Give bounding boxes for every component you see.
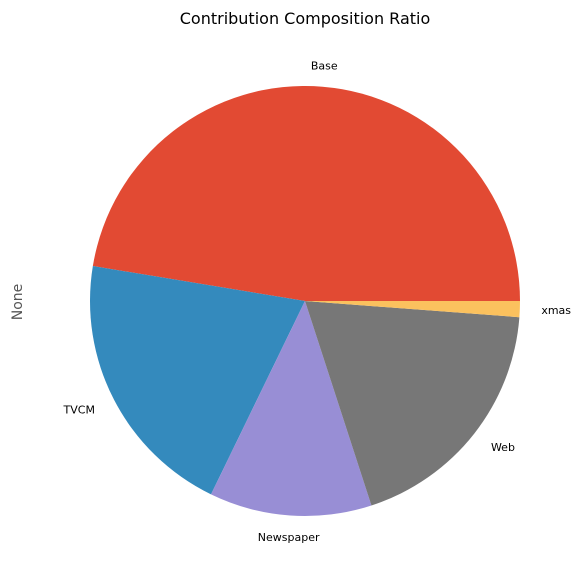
slice-label-xmas: xmas xyxy=(541,304,571,317)
slice-label-web: Web xyxy=(491,441,515,454)
slice-label-base: Base xyxy=(311,59,338,72)
slice-label-newspaper: Newspaper xyxy=(258,531,320,544)
pie-slice-xmas xyxy=(305,301,520,318)
pie-slices xyxy=(89,85,520,516)
pie-slice-web xyxy=(305,301,520,506)
pie-slice-newspaper xyxy=(211,301,372,516)
pie-slice-tvcm xyxy=(89,266,305,495)
slice-label-tvcm: TVCM xyxy=(63,404,95,417)
pie-slice-base xyxy=(92,85,520,301)
chart-title: Contribution Composition Ratio xyxy=(180,9,431,28)
pie-labels: Base TVCM Newspaper Web xmas xyxy=(63,59,572,544)
y-axis-label: None xyxy=(10,284,26,321)
